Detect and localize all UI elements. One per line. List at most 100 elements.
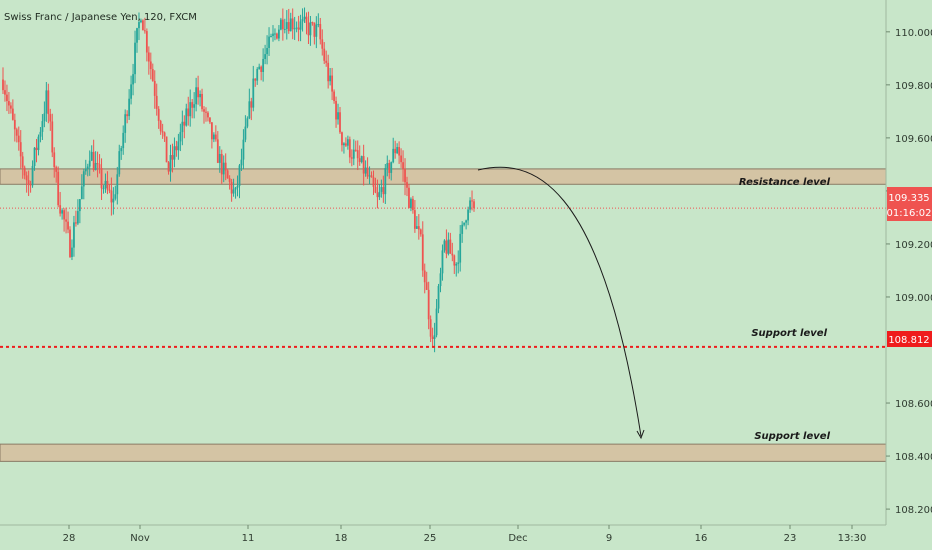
candle-body: [311, 22, 314, 24]
candle: [140, 18, 142, 24]
candle: [17, 126, 20, 151]
candle: [51, 113, 54, 158]
candle-body: [297, 27, 300, 30]
y-tick-label: 109.000: [895, 293, 932, 304]
candle-body: [179, 132, 182, 142]
candle: [297, 15, 300, 42]
candle: [299, 14, 302, 42]
candle: [319, 17, 322, 45]
candle-body: [471, 200, 473, 202]
candle: [88, 150, 91, 176]
candle: [372, 170, 375, 195]
candle: [238, 163, 241, 199]
candle-body: [388, 163, 391, 173]
candle-body: [153, 80, 156, 96]
candle: [427, 281, 430, 330]
candle: [149, 52, 152, 80]
candle: [463, 222, 466, 227]
candle-body: [386, 163, 389, 169]
candle: [33, 147, 36, 171]
candle: [71, 239, 73, 261]
candle: [279, 17, 282, 31]
candle: [309, 15, 312, 46]
candle: [352, 139, 355, 166]
candle-body: [473, 201, 475, 209]
candle: [390, 161, 393, 181]
candle-body: [100, 168, 103, 189]
candle: [329, 68, 332, 86]
candle: [45, 81, 48, 122]
candle: [82, 168, 85, 200]
candle: [116, 166, 119, 205]
candle-body: [445, 240, 448, 254]
candle-body: [301, 19, 304, 22]
candle: [25, 171, 28, 193]
candle: [467, 206, 469, 226]
candle-body: [345, 143, 347, 146]
lines-layer: [0, 207, 886, 348]
candle: [281, 8, 284, 41]
candle: [2, 67, 4, 94]
candle-body: [171, 155, 174, 160]
candle: [9, 102, 12, 114]
candle: [270, 33, 272, 38]
candle: [473, 198, 475, 212]
candle: [327, 54, 330, 89]
candle-body: [59, 205, 62, 214]
candle-body: [315, 24, 318, 37]
candle: [262, 48, 265, 82]
candle-body: [256, 69, 259, 81]
candle-body: [356, 150, 359, 159]
candle-body: [398, 147, 401, 156]
candle-body: [181, 121, 184, 133]
candle: [425, 271, 428, 291]
candle: [63, 208, 65, 232]
candle: [276, 32, 278, 40]
x-tick-label: Dec: [508, 533, 527, 544]
candle: [459, 225, 462, 272]
candle: [289, 12, 292, 32]
candle: [445, 229, 448, 259]
candle-body: [161, 131, 164, 133]
candle-body: [112, 198, 115, 203]
candle: [61, 208, 64, 220]
candle: [435, 299, 438, 338]
candle: [343, 142, 345, 154]
candle: [345, 137, 347, 147]
candle-body: [140, 20, 142, 23]
candle: [143, 17, 146, 34]
candle-body: [400, 155, 402, 163]
candle: [102, 185, 105, 194]
candle-body: [262, 59, 265, 72]
candle: [356, 140, 359, 171]
candle-body: [281, 19, 284, 30]
candle-body: [382, 187, 385, 195]
candle-body: [9, 105, 12, 109]
candle-body: [343, 143, 345, 146]
candle-body: [270, 36, 272, 38]
candle: [457, 250, 460, 274]
candle-body: [2, 79, 4, 91]
candle: [421, 221, 424, 277]
candle: [413, 200, 416, 233]
y-tick-label: 108.600: [895, 399, 932, 410]
candle-body: [408, 187, 410, 208]
candle-body: [173, 146, 176, 160]
candle: [207, 111, 209, 122]
candle: [453, 254, 456, 274]
candle-body: [210, 122, 213, 140]
x-tick-label: 9: [606, 533, 612, 544]
candle-body: [313, 22, 316, 37]
candle: [212, 132, 215, 143]
candle-body: [169, 155, 172, 172]
candle-body: [287, 22, 290, 32]
candle-body: [321, 39, 324, 49]
candle: [419, 228, 422, 237]
candle: [287, 8, 290, 34]
candle-body: [201, 93, 203, 110]
candle-body: [185, 108, 188, 126]
candle: [205, 107, 207, 122]
candle: [337, 103, 339, 125]
candle-body: [155, 95, 158, 109]
